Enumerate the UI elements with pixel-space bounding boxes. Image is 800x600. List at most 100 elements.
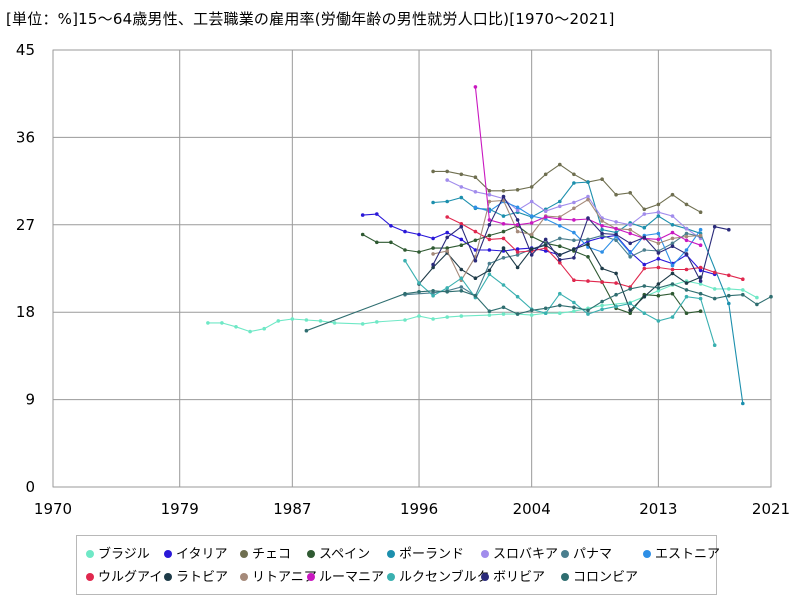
data-point	[586, 237, 590, 242]
y-tick-label: 0	[25, 478, 35, 496]
data-point	[558, 253, 562, 257]
data-point	[572, 305, 576, 310]
data-point	[487, 309, 492, 314]
data-point	[515, 265, 520, 270]
data-point	[431, 236, 435, 241]
data-point	[529, 313, 534, 317]
data-point	[459, 285, 464, 289]
series-15	[304, 282, 773, 333]
data-point	[642, 266, 647, 271]
data-point	[727, 293, 731, 298]
legend-label: ルクセンブルク	[399, 570, 490, 585]
series-13	[403, 258, 717, 348]
data-point	[755, 295, 759, 300]
data-point	[459, 243, 464, 247]
data-point	[628, 241, 632, 246]
data-point	[572, 181, 576, 185]
data-point	[445, 249, 450, 253]
data-point	[614, 238, 618, 243]
data-point	[628, 223, 632, 227]
data-point	[543, 209, 548, 213]
legend-item: スロバキア	[481, 543, 558, 562]
x-tick-label: 2013	[639, 500, 677, 518]
data-point	[698, 233, 703, 238]
data-point	[543, 243, 548, 247]
chart-title: [単位：%]15～64歳男性、工芸職業の雇用率(労働年齢の男性就労人口比)[19…	[6, 10, 615, 28]
data-point	[741, 292, 745, 297]
legend-item: ボリビア	[481, 566, 545, 585]
data-point	[586, 279, 590, 283]
data-point	[670, 244, 675, 248]
series-line	[404, 260, 716, 346]
data-point	[431, 262, 435, 267]
data-point	[628, 227, 632, 232]
data-point	[712, 296, 717, 301]
series-line	[432, 198, 701, 282]
legend-swatch	[643, 550, 651, 558]
data-point	[656, 289, 661, 293]
data-point	[614, 192, 618, 197]
data-point	[656, 251, 661, 255]
data-point	[459, 289, 464, 293]
legend-swatch	[164, 573, 172, 581]
data-point	[360, 232, 365, 237]
data-point	[459, 237, 464, 242]
x-tick-label: 1979	[161, 500, 199, 518]
data-point	[417, 290, 421, 294]
data-point	[515, 223, 520, 227]
data-point	[614, 281, 618, 285]
data-point	[684, 288, 689, 292]
data-point	[417, 314, 421, 318]
data-point	[600, 250, 604, 254]
data-point	[262, 326, 267, 331]
data-point	[684, 252, 689, 256]
data-point	[698, 243, 703, 247]
data-point	[614, 232, 618, 237]
data-point	[614, 271, 618, 276]
legend-swatch	[240, 550, 248, 558]
data-point	[670, 267, 675, 272]
data-point	[558, 258, 562, 262]
data-point	[332, 321, 337, 325]
data-point	[459, 172, 464, 177]
data-point	[670, 214, 675, 218]
data-point	[600, 231, 604, 236]
data-point	[572, 218, 576, 222]
data-point	[656, 293, 661, 298]
data-point	[501, 229, 506, 234]
data-point	[698, 296, 703, 301]
data-point	[586, 216, 590, 220]
data-point	[586, 194, 590, 199]
data-point	[501, 255, 506, 260]
data-point	[501, 246, 506, 250]
data-point	[670, 315, 675, 319]
x-tick-label: 1996	[400, 500, 438, 518]
data-point	[727, 301, 731, 306]
data-point	[684, 294, 689, 299]
data-point	[445, 169, 450, 174]
data-point	[656, 241, 661, 246]
data-point	[318, 319, 323, 323]
series-line	[207, 280, 758, 333]
data-point	[501, 305, 506, 310]
legend-swatch	[561, 550, 569, 558]
data-point	[670, 230, 675, 235]
data-point	[290, 317, 295, 321]
data-point	[375, 320, 379, 324]
data-point	[501, 214, 506, 218]
series-11	[431, 197, 703, 283]
chart-legend: ブラジル イタリア チェコ スペイン ポーランド スロバキア パナマ エストニア ウルグアイ ラト…	[76, 535, 720, 595]
legend-label: イタリア	[176, 547, 228, 562]
data-point	[558, 204, 562, 209]
data-point	[543, 246, 548, 250]
data-point	[248, 329, 252, 334]
data-point	[656, 282, 661, 286]
y-tick-label: 27	[16, 216, 35, 234]
data-point	[769, 294, 773, 299]
data-point	[529, 232, 534, 237]
legend-label: スペイン	[319, 547, 371, 562]
data-point	[459, 195, 464, 200]
data-point	[389, 240, 393, 245]
data-point	[600, 303, 604, 308]
data-point	[614, 292, 618, 297]
